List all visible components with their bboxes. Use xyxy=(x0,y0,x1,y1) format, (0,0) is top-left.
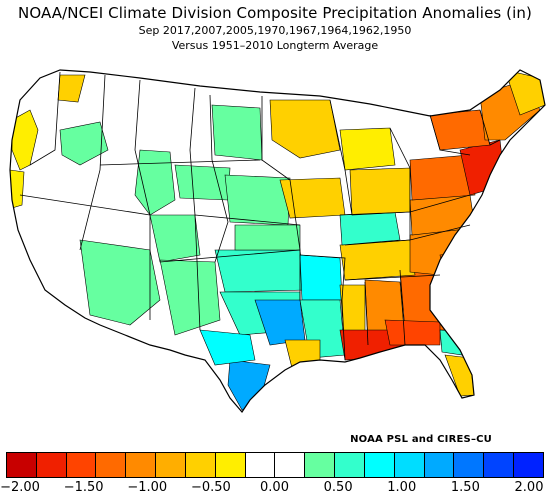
region-southwest-green xyxy=(79,239,161,326)
region-maine-yellow xyxy=(504,70,545,116)
region-iowa-yellow xyxy=(279,177,346,219)
colorbar-bin xyxy=(245,453,276,477)
region-arkansas-cyan xyxy=(299,254,343,301)
colorbar-tick-label: 1.00 xyxy=(387,480,417,495)
colorbar-bin xyxy=(484,453,515,477)
region-carolina-coast-orange xyxy=(439,249,481,291)
colorbar-tick-label: 2.00 xyxy=(514,480,544,495)
colorbar-tick-label: 1.50 xyxy=(450,480,480,495)
region-florida-north-green xyxy=(439,329,463,356)
colorbar-tick-label: 0.00 xyxy=(260,480,289,495)
state-boundaries xyxy=(9,69,546,413)
colorbar-bin xyxy=(364,453,395,477)
colorbar-bin xyxy=(424,453,455,477)
colorbar-ticks: −2.00 −1.50 −1.00 −0.50 0.00 0.50 1.00 1.50 2.00 xyxy=(0,480,550,498)
region-great-basin-green xyxy=(134,149,176,216)
region-upper-midwest-yellow xyxy=(269,99,341,159)
region-dakotas-green xyxy=(211,104,263,161)
region-pennsylvania-orange xyxy=(409,154,476,201)
map-subtitle-baseline: Versus 1951–2010 Longterm Average xyxy=(171,39,379,52)
region-colorado-green xyxy=(149,214,201,263)
colorbar-bin xyxy=(305,453,336,477)
colorbar-bin xyxy=(7,453,37,477)
colorbar-bin xyxy=(96,453,127,477)
region-wyoming-green xyxy=(174,164,231,201)
colorbar-tick-label: 0.50 xyxy=(323,480,353,495)
colorbar-tick-label: −0.50 xyxy=(190,480,231,495)
colorbar-bin xyxy=(275,453,306,477)
colorbar-bin xyxy=(36,453,67,477)
colorbar-bin xyxy=(185,453,216,477)
colorbar-bin xyxy=(126,453,157,477)
region-georgia-south-red xyxy=(384,319,441,346)
region-new-york-orange xyxy=(429,109,491,151)
credit-label: NOAA PSL and CIRES–CU xyxy=(350,434,492,445)
region-nw-inland-green xyxy=(59,121,109,166)
colorbar-bin xyxy=(215,453,246,477)
region-virginia-orange xyxy=(409,194,476,236)
region-michigan-yellow xyxy=(339,127,396,171)
colorbar xyxy=(6,452,544,478)
region-kansas-green xyxy=(234,224,301,251)
colorbar-bin xyxy=(66,453,97,477)
colorbar-tick-label: −1.50 xyxy=(63,480,104,495)
region-nebraska-green xyxy=(224,174,291,226)
colorbar-bin xyxy=(335,453,365,477)
map-subtitle: Sep 2017,2007,2005,1970,1967,1964,1962,1… xyxy=(138,24,412,37)
title-block: NOAA/NCEI Climate Division Composite Pre… xyxy=(0,0,550,53)
region-texas-central-cyan xyxy=(199,329,256,366)
region-kentucky-green xyxy=(339,211,401,246)
colorbar-bin xyxy=(514,453,544,477)
colorbar-bin xyxy=(454,453,485,477)
region-tennessee-yellow xyxy=(339,239,416,281)
region-ohio-valley-yellow xyxy=(349,167,411,216)
colorbar-bin xyxy=(394,453,425,477)
colorbar-tick-label: −1.00 xyxy=(127,480,168,495)
colorbar-tick-label: −2.00 xyxy=(0,480,40,495)
map-title: NOAA/NCEI Climate Division Composite Pre… xyxy=(18,4,532,22)
colorbar-bin xyxy=(156,453,186,477)
